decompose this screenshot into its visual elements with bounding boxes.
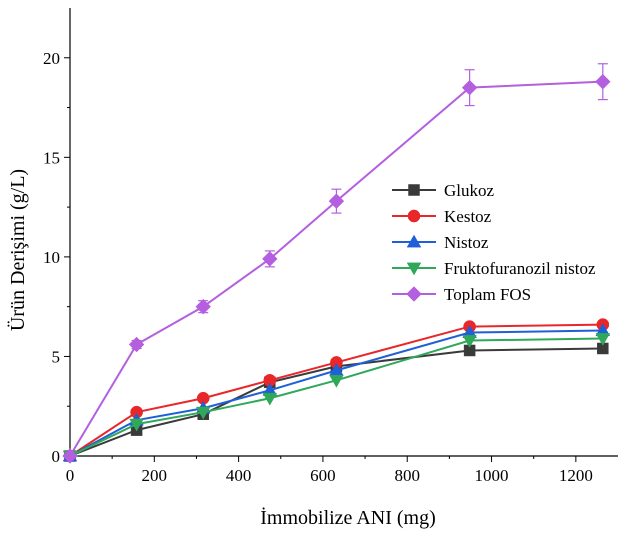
y-tick-label: 20 [43, 49, 60, 68]
x-tick-label: 1000 [475, 466, 509, 485]
y-tick-label: 0 [52, 447, 61, 466]
data-point [195, 298, 211, 315]
legend-marker [406, 234, 422, 248]
y-tick-label: 15 [43, 148, 60, 167]
x-tick-label: 600 [310, 466, 336, 485]
legend: Glukoz Kestoz Nistoz Fruktofuranozil nistoz… [392, 181, 596, 304]
data-point [128, 336, 145, 353]
legend-item: Toplam FOS [392, 285, 531, 304]
x-tick-label: 200 [142, 466, 168, 485]
legend-label: Toplam FOS [444, 285, 531, 304]
x-tick-label: 1200 [559, 466, 593, 485]
legend-item: Nistoz [392, 233, 489, 252]
legend-label: Glukoz [444, 181, 495, 200]
data-point [62, 448, 78, 464]
data-point [129, 418, 144, 432]
data-point [595, 73, 611, 90]
legend-item: Kestoz [392, 207, 492, 226]
data-point [262, 251, 278, 267]
legend-label: Kestoz [444, 207, 492, 226]
axes-layer: 0 200 400 600 800 1000 1200 0 5 10 15 20 [43, 8, 618, 485]
data-point [461, 79, 478, 96]
series-layer [62, 63, 611, 464]
legend-marker [407, 209, 421, 223]
y-tick-label: 5 [52, 347, 61, 366]
data-point [328, 193, 345, 209]
x-axis-title: İmmobilize ANI (mg) [260, 506, 436, 529]
x-tick-label: 400 [226, 466, 252, 485]
series-fruktofuranozil-nistoz [62, 333, 611, 464]
x-tick-label: 800 [394, 466, 420, 485]
legend-marker [406, 262, 422, 276]
data-point [329, 374, 344, 388]
legend-label: Nistoz [444, 233, 489, 252]
series-toplam-fos [62, 63, 611, 464]
data-point [262, 392, 278, 406]
data-point [462, 335, 477, 348]
data-point [195, 406, 211, 420]
y-tick-label: 10 [43, 248, 60, 267]
legend-item: Glukoz [392, 181, 495, 200]
series-nistoz [62, 323, 611, 462]
y-axis-title: Ürün Derişimi (g/L) [6, 169, 29, 331]
legend-marker [406, 286, 422, 302]
series-line [69, 323, 603, 457]
x-tick-label: 0 [66, 466, 75, 485]
data-point [595, 333, 611, 346]
legend-label: Fruktofuranozil nistoz [444, 259, 596, 278]
legend-marker [408, 184, 420, 196]
legend-item: Fruktofuranozil nistoz [392, 259, 596, 278]
